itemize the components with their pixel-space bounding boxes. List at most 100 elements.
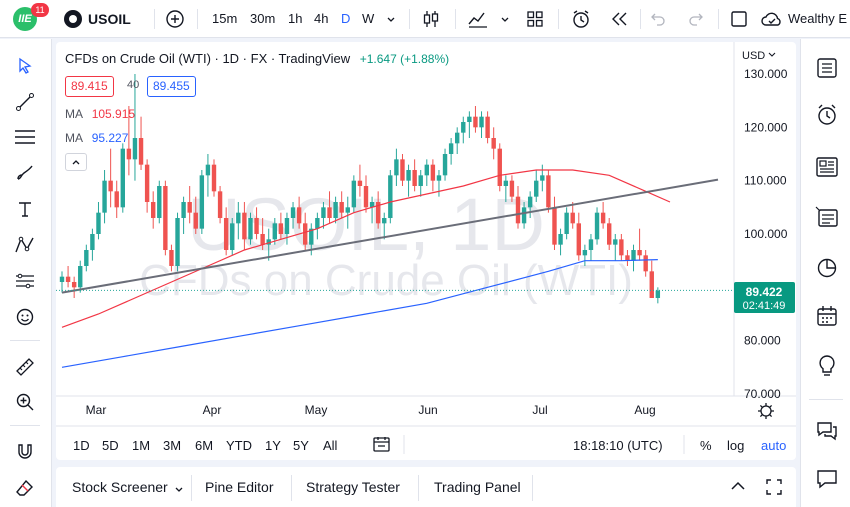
interval-15m[interactable]: 15m xyxy=(212,11,238,26)
candle-body xyxy=(534,180,539,197)
legend-title[interactable]: CFDs on Crude Oil (WTI) · 1D · FX · Trad… xyxy=(65,51,351,66)
candle-body xyxy=(175,218,180,266)
collapse-legend-button[interactable] xyxy=(65,153,87,171)
pattern-icon[interactable] xyxy=(12,232,38,258)
range-5d-button[interactable]: 5D xyxy=(102,438,119,453)
redo-icon[interactable] xyxy=(686,0,706,38)
eraser-icon[interactable] xyxy=(12,475,38,501)
ma-slow-legend[interactable]: MA 105.915 xyxy=(65,107,135,121)
chevron-down-icon[interactable] xyxy=(498,0,512,38)
zoom-in-icon[interactable] xyxy=(12,389,38,415)
calendar-icon[interactable] xyxy=(813,302,841,330)
range-6m-button[interactable]: 6M xyxy=(195,438,213,453)
fullscreen-square-icon[interactable] xyxy=(728,0,750,38)
price-chart[interactable]: USOIL, 1D CFDs on Crude Oil (WTI) 130.00… xyxy=(56,42,796,460)
watchlist-icon[interactable] xyxy=(813,54,841,82)
trend-line-icon[interactable] xyxy=(12,89,38,115)
interval-1h[interactable]: 1h xyxy=(288,11,303,26)
account-name[interactable]: Wealthy E xyxy=(788,11,848,26)
last-price: 89.422 xyxy=(746,285,783,299)
range-all-button[interactable]: All xyxy=(323,438,338,453)
buy-price-button[interactable]: 89.455 xyxy=(147,76,196,97)
sell-price-button[interactable]: 89.415 xyxy=(65,76,114,97)
chevron-down-icon[interactable] xyxy=(174,482,184,498)
candle-body xyxy=(327,207,332,218)
candle-body xyxy=(278,223,284,234)
range-1d-button[interactable]: 1D xyxy=(73,438,90,453)
range-5y-button[interactable]: 5Y xyxy=(293,438,309,453)
range-ytd-button[interactable]: YTD xyxy=(226,438,252,453)
brush-icon[interactable] xyxy=(12,160,38,186)
range-1y-button[interactable]: 1Y xyxy=(265,438,281,453)
calendar-range-icon[interactable] xyxy=(373,437,390,452)
compare-symbol-icon[interactable] xyxy=(163,0,187,38)
ruler-icon[interactable] xyxy=(12,354,38,380)
interval-w[interactable]: W xyxy=(362,11,375,26)
plot-area xyxy=(56,74,734,368)
forecast-icon[interactable] xyxy=(12,268,38,294)
ideas-lightbulb-icon[interactable] xyxy=(813,352,841,380)
symbol-search-button[interactable]: USOIL xyxy=(88,11,131,27)
news-icon[interactable] xyxy=(813,153,841,181)
alarm-clock-icon[interactable] xyxy=(813,101,841,129)
cursor-icon[interactable] xyxy=(12,53,38,79)
candle-body xyxy=(479,116,484,128)
candle-body xyxy=(363,186,369,208)
candle-body xyxy=(527,196,533,208)
gear-icon[interactable] xyxy=(758,403,774,419)
watermark-description: CFDs on Crude Oil (WTI) xyxy=(139,256,633,305)
ma-slow-value: 105.915 xyxy=(91,107,136,121)
magnet-icon[interactable] xyxy=(12,439,38,465)
chevron-up-icon xyxy=(72,160,80,165)
range-1m-button[interactable]: 1M xyxy=(132,438,150,453)
tab-trading-panel[interactable]: Trading Panel xyxy=(434,479,521,495)
tab-strategy-tester[interactable]: Strategy Tester xyxy=(306,479,400,495)
history-icon[interactable] xyxy=(813,254,841,282)
layout-grid-icon[interactable] xyxy=(524,0,546,38)
ma-fast-line[interactable] xyxy=(61,259,658,368)
chart-pane[interactable]: USOIL, 1D CFDs on Crude Oil (WTI) 130.00… xyxy=(56,42,796,460)
chevron-down-icon[interactable] xyxy=(384,0,398,38)
currency-label[interactable]: USD xyxy=(742,50,765,62)
ma-fast-legend[interactable]: MA 95.227 xyxy=(65,131,128,145)
cloud-save-icon[interactable] xyxy=(759,0,785,38)
interval-4h[interactable]: 4h xyxy=(314,11,329,26)
chevron-down-icon[interactable] xyxy=(768,52,776,57)
fib-retracement-icon[interactable] xyxy=(12,124,38,150)
price-axis[interactable]: 130.000120.000110.000100.00090.00080.000… xyxy=(744,67,788,401)
log-toggle[interactable]: log xyxy=(727,438,744,453)
text-tool-icon[interactable] xyxy=(12,196,38,222)
candles-icon[interactable] xyxy=(420,0,442,38)
tab-pine-editor[interactable]: Pine Editor xyxy=(205,479,274,495)
range-3m-button[interactable]: 3M xyxy=(163,438,181,453)
undo-icon[interactable] xyxy=(648,0,668,38)
candle-body xyxy=(430,164,436,181)
maximize-icon[interactable] xyxy=(765,478,783,499)
replay-icon[interactable] xyxy=(608,0,632,38)
interval-30m[interactable]: 30m xyxy=(250,11,276,26)
time-axis[interactable]: Mar Apr May Jun Jul Aug xyxy=(86,403,656,417)
ma-slow-line[interactable] xyxy=(61,169,671,328)
auto-toggle[interactable]: auto xyxy=(761,438,786,453)
chat-bubble-icon[interactable] xyxy=(813,465,841,493)
candle-body xyxy=(643,255,648,272)
utc-clock[interactable]: 18:18:10 (UTC) xyxy=(573,438,663,453)
emoji-icon[interactable] xyxy=(12,304,38,330)
price-tick-label: 100.000 xyxy=(744,227,788,241)
interval-d[interactable]: D xyxy=(341,11,351,26)
chevron-up-icon[interactable] xyxy=(729,479,747,496)
candle-body xyxy=(242,212,247,240)
candle-body xyxy=(588,239,594,250)
chats-icon[interactable] xyxy=(813,417,841,445)
candle-body xyxy=(315,218,320,229)
percent-toggle[interactable]: % xyxy=(700,438,712,453)
tab-stock-screener[interactable]: Stock Screener xyxy=(72,479,168,495)
indicators-icon[interactable] xyxy=(466,0,490,38)
candle-body xyxy=(163,186,168,250)
candle-body xyxy=(521,207,527,224)
calendar-list-icon[interactable] xyxy=(813,203,841,231)
price-tick-label: 80.000 xyxy=(744,334,781,348)
alert-clock-icon[interactable] xyxy=(569,0,593,38)
trend-line[interactable] xyxy=(61,178,719,294)
candle-body xyxy=(236,212,241,224)
